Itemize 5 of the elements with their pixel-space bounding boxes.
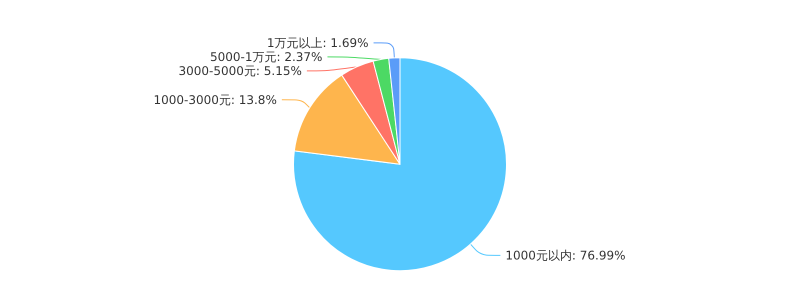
slice-label: 1000-3000元: 13.8% — [153, 92, 277, 107]
slice-label: 3000-5000元: 5.15% — [178, 64, 302, 78]
slice-label: 1000元以内: 76.99% — [505, 248, 626, 262]
slice-label: 5000-1万元: 2.37% — [210, 50, 322, 64]
slice-label: 1万元以上: 1.69% — [266, 36, 369, 50]
